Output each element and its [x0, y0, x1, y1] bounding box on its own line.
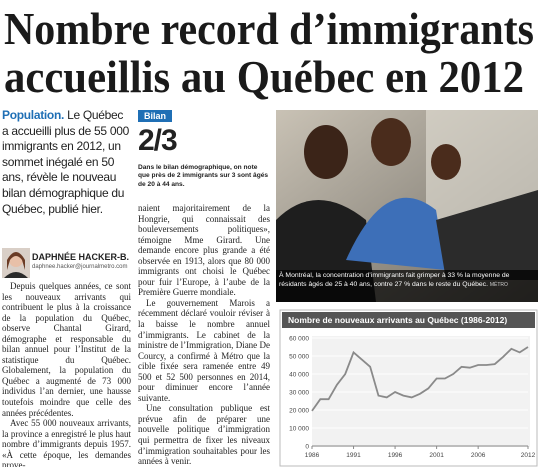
x-tick-label: 2012: [521, 452, 536, 459]
sidebar-label: Bilan: [138, 110, 173, 122]
column: naient majoritairement de la Hongrie, qu…: [138, 203, 270, 467]
x-tick-label: 2006: [471, 452, 486, 459]
headline-line: Nombre record d’immigrants: [4, 3, 534, 54]
photo-credit: MÉTRO: [489, 282, 508, 288]
caption-text: À Montréal, la concentration d’immigrant…: [279, 272, 510, 288]
photo-caption: À Montréal, la concentration d’immigrant…: [279, 271, 537, 290]
avatar: [2, 248, 30, 278]
column: Depuis quelques années, ce sont les nouv…: [2, 281, 131, 467]
paragraph: naient majoritairement de la Hongrie, qu…: [138, 203, 270, 298]
y-tick-label: 10 000: [289, 426, 309, 433]
headline: Nombre record d’immigrants accueillis au…: [4, 3, 534, 100]
lead: Population. Le Québec a accueilli plus d…: [2, 108, 132, 217]
y-tick-label: 20 000: [289, 408, 309, 415]
sidebar-text: Dans le bilan démographique, on note que…: [138, 164, 269, 188]
chart-title: Nombre de nouveaux arrivants au Québec (…: [288, 315, 507, 325]
chart-title-bar: [282, 312, 535, 328]
data-line: [311, 346, 529, 412]
x-tick-label: 1991: [346, 452, 361, 459]
paragraph: Avec 55 000 nouveaux arrivants, la provi…: [2, 418, 131, 467]
y-tick-label: 40 000: [289, 372, 309, 379]
paragraph: Le gouvernement Marois a récemment décla…: [138, 297, 270, 403]
y-tick-label: 30 000: [289, 390, 309, 397]
x-tick-label: 1996: [388, 452, 403, 459]
photo: À Montréal, la concentration d’immigrant…: [276, 110, 538, 302]
byline-email: daphnee.hacker@journalmetro.com: [32, 264, 128, 270]
byline-name: DAPHNÉE HACKER-B.: [32, 252, 130, 262]
x-tick-label: 2001: [429, 452, 444, 459]
y-tick-label: 50 000: [289, 354, 309, 361]
y-tick-label: 60 000: [289, 336, 309, 343]
sidebar-figure: 2/3: [138, 124, 178, 157]
y-tick-label: 0: [305, 444, 309, 451]
paragraph: Depuis quelques années, ce sont les nouv…: [2, 281, 131, 418]
paragraph: Une consultation publique est prévue afi…: [138, 403, 270, 467]
lead-label: Population.: [2, 108, 65, 122]
headline-line: accueillis au Québec en 2012: [4, 51, 524, 100]
lead-text: Le Québec a accueilli plus de 55 000 imm…: [2, 108, 129, 216]
x-tick-label: 1986: [305, 452, 320, 459]
